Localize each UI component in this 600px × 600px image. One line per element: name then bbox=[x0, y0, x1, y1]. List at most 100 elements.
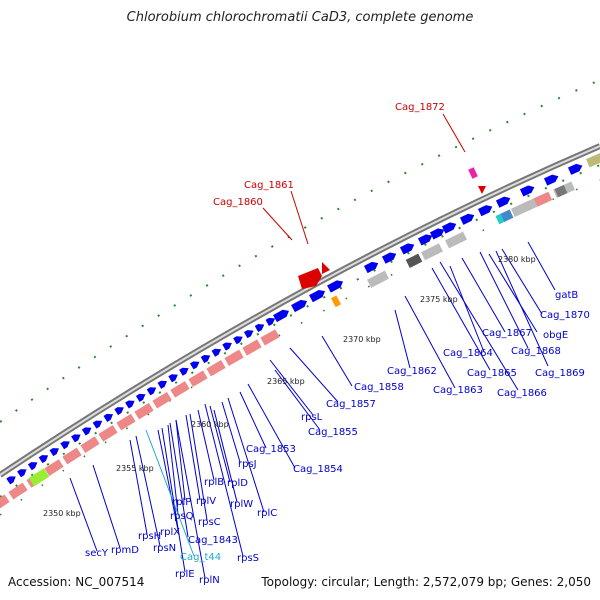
cds-feature[interactable] bbox=[92, 418, 104, 429]
cds-feature[interactable] bbox=[6, 474, 17, 485]
gene-label[interactable]: Cag_1872 bbox=[395, 102, 445, 113]
rrna-like-feature[interactable] bbox=[533, 191, 553, 207]
rrna-like-feature[interactable] bbox=[152, 391, 172, 409]
gene-label[interactable]: Cag_1865 bbox=[467, 368, 517, 379]
gene-label[interactable]: rpsQ bbox=[170, 511, 194, 522]
rrna-like-feature[interactable] bbox=[0, 494, 10, 512]
dark-gray-feature[interactable] bbox=[405, 253, 423, 268]
rrna-like-feature[interactable] bbox=[98, 424, 118, 442]
gray-feature[interactable] bbox=[445, 231, 467, 249]
cds-feature[interactable] bbox=[495, 195, 512, 208]
gene-label[interactable]: Cag_1858 bbox=[354, 382, 404, 393]
feature-cag-1861[interactable] bbox=[322, 262, 330, 274]
rrna-like-feature[interactable] bbox=[260, 329, 280, 346]
cds-feature[interactable] bbox=[519, 183, 536, 197]
dark-gray-feature[interactable] bbox=[554, 184, 568, 198]
cds-feature[interactable] bbox=[265, 315, 277, 326]
cds-feature[interactable] bbox=[38, 452, 50, 464]
cds-feature[interactable] bbox=[477, 203, 494, 217]
steelblue-feature[interactable] bbox=[500, 209, 514, 222]
cds-feature[interactable] bbox=[459, 212, 476, 225]
cds-feature[interactable] bbox=[179, 365, 190, 376]
cds-feature[interactable] bbox=[189, 359, 201, 370]
cds-feature[interactable] bbox=[441, 220, 458, 234]
cds-feature[interactable] bbox=[291, 297, 309, 313]
cds-feature[interactable] bbox=[363, 260, 380, 274]
cds-feature[interactable] bbox=[327, 278, 345, 293]
gene-label[interactable]: Cag_1870 bbox=[540, 310, 590, 321]
cds-feature[interactable] bbox=[135, 391, 147, 402]
gene-label[interactable]: Cag_1867 bbox=[482, 328, 532, 339]
gene-label[interactable]: Cag_1843 bbox=[188, 535, 238, 546]
gene-label[interactable]: Cag_1860 bbox=[213, 197, 263, 208]
gray-feature[interactable] bbox=[367, 270, 389, 288]
cds-feature[interactable] bbox=[200, 353, 212, 364]
gene-label[interactable]: Cag_1864 bbox=[443, 348, 493, 359]
cds-feature[interactable] bbox=[222, 340, 233, 351]
cds-feature[interactable] bbox=[27, 459, 39, 471]
olive-feature[interactable] bbox=[586, 151, 600, 168]
cds-feature[interactable] bbox=[146, 385, 158, 396]
gene-label[interactable]: Cag_1862 bbox=[387, 366, 437, 377]
gene-label[interactable]: rpsC bbox=[198, 517, 221, 528]
cds-feature[interactable] bbox=[543, 173, 560, 186]
gene-label[interactable]: rpmD bbox=[111, 545, 139, 556]
gene-label[interactable]: rplC bbox=[257, 508, 277, 519]
cds-feature[interactable] bbox=[168, 372, 179, 383]
rrna-like-feature[interactable] bbox=[134, 402, 154, 420]
cds-feature[interactable] bbox=[103, 411, 115, 422]
feature-cag-1872-marker[interactable] bbox=[468, 167, 478, 179]
gene-label[interactable]: rpsL bbox=[301, 412, 323, 423]
gene-label[interactable]: Cag_1861 bbox=[244, 180, 294, 191]
cds-feature[interactable] bbox=[81, 425, 93, 436]
cds-feature[interactable] bbox=[429, 226, 446, 240]
gene-label[interactable]: rpsN bbox=[153, 543, 176, 554]
gene-label[interactable]: rplD bbox=[227, 478, 248, 489]
gene-label[interactable]: rplV bbox=[196, 496, 216, 507]
gene-label[interactable]: Cag_1869 bbox=[535, 368, 585, 379]
gene-label[interactable]: rplW bbox=[230, 499, 253, 510]
rrna-like-feature[interactable] bbox=[116, 413, 136, 431]
rrna-like-feature[interactable] bbox=[170, 381, 190, 398]
highlight-orange-feature[interactable] bbox=[330, 295, 342, 308]
cds-feature[interactable] bbox=[381, 250, 398, 264]
cds-feature[interactable] bbox=[125, 398, 136, 409]
cds-feature[interactable] bbox=[399, 241, 416, 255]
cds-feature[interactable] bbox=[114, 404, 125, 416]
gene-label[interactable]: Cag_1868 bbox=[511, 346, 561, 357]
gene-label[interactable]: rpsJ bbox=[238, 459, 257, 470]
cds-feature[interactable] bbox=[233, 334, 244, 345]
gene-label[interactable]: Cag_1866 bbox=[497, 388, 547, 399]
cds-feature[interactable] bbox=[417, 232, 434, 246]
cds-feature[interactable] bbox=[243, 328, 255, 339]
cds-feature[interactable] bbox=[567, 162, 584, 175]
gray-feature[interactable] bbox=[421, 243, 443, 261]
rrna-like-feature[interactable] bbox=[62, 447, 82, 465]
gene-label[interactable]: Cag_1853 bbox=[246, 444, 296, 455]
gene-label[interactable]: Cag_t44 bbox=[180, 552, 221, 563]
gene-label[interactable]: rplX bbox=[160, 527, 180, 538]
gene-label[interactable]: Cag_1854 bbox=[293, 464, 343, 475]
gene-label[interactable]: Cag_1857 bbox=[326, 399, 376, 410]
feature-cag-1872[interactable] bbox=[478, 186, 486, 194]
rrna-like-feature[interactable] bbox=[206, 360, 226, 377]
cds-feature[interactable] bbox=[309, 288, 327, 303]
gray-feature[interactable] bbox=[511, 200, 533, 217]
gene-label[interactable]: obgE bbox=[543, 330, 568, 341]
gene-label[interactable]: secY bbox=[85, 548, 109, 559]
gene-label[interactable]: Cag_1855 bbox=[308, 427, 358, 438]
gene-label[interactable]: rpsH bbox=[138, 531, 161, 542]
gene-label[interactable]: rpsS bbox=[237, 553, 259, 564]
gene-label[interactable]: rplB bbox=[204, 477, 224, 488]
cds-feature[interactable] bbox=[60, 439, 71, 450]
rrna-like-feature[interactable] bbox=[8, 482, 28, 500]
rrna-like-feature[interactable] bbox=[242, 339, 262, 356]
cds-feature[interactable] bbox=[49, 445, 61, 457]
cds-feature[interactable] bbox=[273, 307, 291, 323]
gene-label[interactable]: gatB bbox=[555, 290, 578, 301]
rrna-like-feature[interactable] bbox=[44, 459, 64, 476]
cds-feature[interactable] bbox=[254, 322, 266, 333]
cds-feature[interactable] bbox=[211, 346, 223, 357]
cds-feature[interactable] bbox=[71, 432, 82, 443]
cds-feature[interactable] bbox=[157, 378, 169, 389]
